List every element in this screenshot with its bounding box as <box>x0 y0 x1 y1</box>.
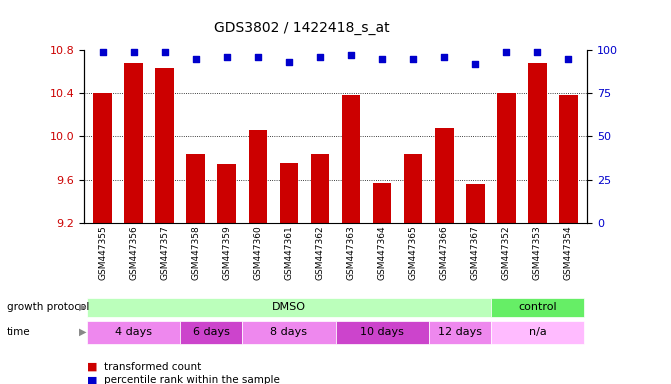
Bar <box>155 68 174 223</box>
Bar <box>373 183 391 223</box>
Text: ▶: ▶ <box>79 327 87 337</box>
Bar <box>466 184 484 223</box>
Text: growth protocol: growth protocol <box>7 302 89 312</box>
Text: transformed count: transformed count <box>104 362 201 372</box>
Bar <box>248 130 267 223</box>
Bar <box>528 63 547 223</box>
Point <box>191 56 201 62</box>
Point <box>439 54 450 60</box>
Text: 8 days: 8 days <box>270 327 307 337</box>
Bar <box>497 93 516 223</box>
Point <box>346 52 356 58</box>
Point <box>97 49 108 55</box>
Point <box>315 54 325 60</box>
Bar <box>124 63 143 223</box>
Text: 4 days: 4 days <box>115 327 152 337</box>
Text: ▶: ▶ <box>79 302 87 312</box>
Text: 6 days: 6 days <box>193 327 229 337</box>
Text: 12 days: 12 days <box>437 327 482 337</box>
Point <box>221 54 232 60</box>
Text: DMSO: DMSO <box>272 302 306 312</box>
Text: GDS3802 / 1422418_s_at: GDS3802 / 1422418_s_at <box>214 21 390 35</box>
Text: n/a: n/a <box>529 327 546 337</box>
Point <box>128 49 139 55</box>
Point <box>252 54 263 60</box>
Point <box>284 59 295 65</box>
Bar <box>311 154 329 223</box>
Bar <box>187 154 205 223</box>
Point <box>376 56 387 62</box>
Bar <box>342 95 360 223</box>
Point <box>159 49 170 55</box>
Bar <box>93 93 112 223</box>
Point <box>408 56 419 62</box>
Text: 10 days: 10 days <box>360 327 404 337</box>
Text: ■: ■ <box>87 362 98 372</box>
Text: control: control <box>518 302 557 312</box>
Text: percentile rank within the sample: percentile rank within the sample <box>104 375 280 384</box>
Bar <box>559 95 578 223</box>
Bar <box>435 128 454 223</box>
Text: ■: ■ <box>87 375 98 384</box>
Point <box>470 61 480 67</box>
Point <box>532 49 543 55</box>
Text: time: time <box>7 327 30 337</box>
Point <box>563 56 574 62</box>
Bar <box>280 163 298 223</box>
Bar <box>404 154 423 223</box>
Bar <box>217 164 236 223</box>
Point <box>501 49 512 55</box>
